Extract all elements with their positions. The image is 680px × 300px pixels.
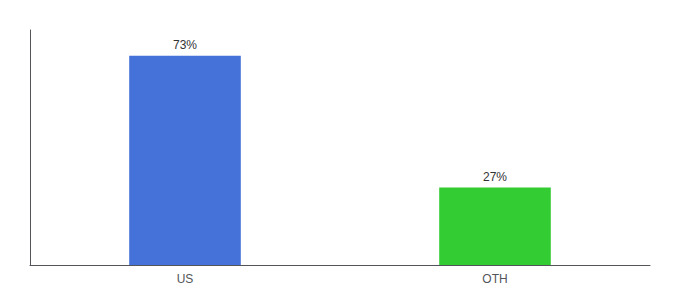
svg-text:US: US <box>177 272 194 286</box>
svg-text:73%: 73% <box>173 38 197 52</box>
svg-text:OTH: OTH <box>482 272 507 286</box>
svg-text:27%: 27% <box>483 170 507 184</box>
